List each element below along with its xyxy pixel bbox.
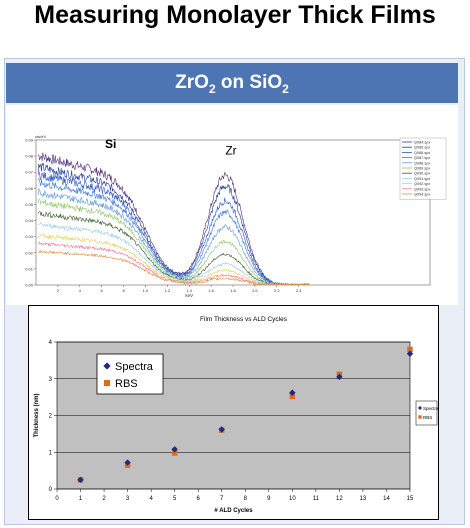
y-tick-label: 4 [49, 340, 53, 346]
x-tick-label: 1.6 [208, 288, 214, 293]
spectra-marker [418, 406, 422, 410]
spectrum-series-line [37, 199, 310, 286]
rbs-marker [289, 393, 296, 400]
y-tick-label: 1 [49, 450, 53, 456]
rbs-marker [407, 346, 413, 353]
x-tick-label: 1.4 [186, 288, 192, 293]
x-tick-label: 6 [197, 496, 201, 502]
x-tick-label: 2.0 [252, 288, 258, 293]
x-tick-label: 14 [383, 496, 390, 502]
x-tick-label: 1.8 [230, 288, 236, 293]
x-tick-label: 3 [126, 496, 130, 502]
y-tick-label: 3 [49, 377, 53, 383]
spectra-marker [406, 350, 414, 357]
x-tick-label: 4 [79, 288, 82, 293]
y-tick-label: 0.03 [25, 234, 34, 239]
chart-title: Film Thickness vs ALD Cycles [200, 316, 288, 323]
y-axis-label: Thickness (nm) [34, 393, 40, 437]
rbs-marker [418, 415, 422, 419]
x-tick-label: 8 [122, 288, 125, 293]
legend-label: Q084.spx [414, 141, 430, 145]
x-tick-label: 7 [220, 496, 224, 502]
y-axis-label: cts/eV [35, 134, 46, 139]
x-tick-label: 2.2 [274, 288, 280, 293]
spectra-marker [124, 459, 131, 466]
panel-title: ZrO2 on SiO2 [6, 63, 458, 103]
legend-label: Q089.spx [414, 167, 430, 171]
thickness-chart-area: Film Thickness vs ALD Cycles 0 1 2 3 4 0 1 2 3 4 5 6… [28, 305, 439, 520]
y-tick-label: 2 [49, 414, 53, 420]
peak-annotation: Si [105, 137, 116, 151]
y-tick-label: 0 [49, 487, 53, 493]
spectrum-series-line [37, 177, 310, 286]
x-tick-label: 2 [102, 496, 106, 502]
spectrum-series-line [37, 233, 310, 286]
panel-title-subscript: 2 [282, 81, 289, 96]
inset-legend [96, 353, 164, 395]
x-tick-label: 15 [407, 496, 414, 502]
panel-title-part: on SiO [215, 72, 283, 93]
x-tick-label: 2.4 [296, 288, 302, 293]
x-tick-label: 6 [101, 288, 104, 293]
x-axis-label: keV [185, 293, 193, 298]
rbs-marker [103, 379, 111, 387]
y-tick-label: 0.05 [25, 202, 34, 207]
spectrum-chart: cts/eV 0.00 0.01 0.02 0.03 0.04 0.05 0.06 0.07 0.… [25, 134, 447, 298]
panel-title-subscript: 2 [208, 81, 216, 96]
inset-legend-label: Spectra [115, 361, 154, 373]
rbs-marker [171, 450, 178, 456]
legend-label: Q085.spx [414, 146, 430, 150]
inset-legend-label: RBS [115, 378, 138, 390]
y-tick-label: 0.08 [25, 154, 34, 159]
outer-legend-label: RBS [423, 415, 432, 420]
legend-label: Q087.spx [414, 156, 430, 160]
x-tick-label: 9 [267, 496, 271, 502]
spectra-marker [289, 389, 296, 396]
x-tick-label: 1.2 [165, 288, 171, 293]
spectrum-chart-area: cts/eV 0.00 0.01 0.02 0.03 0.04 0.05 0.06 0.07 0.… [6, 105, 458, 305]
spectrum-series-line [37, 170, 310, 286]
y-tick-label: 0.07 [25, 170, 34, 175]
y-tick-label: 0.09 [25, 138, 34, 143]
x-tick-label: 4 [149, 496, 153, 502]
x-tick-label: 13 [360, 496, 367, 502]
legend-label: Q092.spx [414, 182, 430, 186]
peak-annotation: Zr [225, 144, 236, 158]
x-axis-label: # ALD Cycles [214, 508, 253, 514]
x-tick-label: 12 [336, 496, 343, 502]
spectra-marker [103, 362, 111, 370]
y-tick-label: 0.04 [25, 218, 34, 223]
plot-frame [35, 139, 431, 286]
y-tick-label: 0.02 [25, 250, 34, 255]
x-tick-label: 1 [79, 496, 83, 502]
x-tick-label: 8 [244, 496, 248, 502]
spectra-marker [171, 446, 178, 453]
outer-legend-label: Spectra [423, 406, 438, 411]
x-tick-label: 5 [173, 496, 177, 502]
x-tick-label: 10 [289, 496, 296, 502]
panel-title-part: ZrO [175, 72, 209, 93]
x-tick-label: 2 [57, 288, 60, 293]
x-tick-label: 0 [55, 496, 59, 502]
spectra-marker [336, 373, 343, 381]
spectra-marker [218, 426, 225, 433]
legend-label: Q093.spx [414, 187, 430, 191]
legend-label: Q094.spx [414, 193, 430, 197]
x-tick-label: 1.0 [143, 288, 149, 293]
outer-legend [415, 400, 438, 426]
legend-label: Q088.spx [414, 161, 430, 165]
y-tick-label: 0.06 [25, 186, 34, 191]
y-tick-label: 0.00 [25, 283, 34, 288]
spectra-marker [77, 476, 84, 484]
legend-label: Q091.spx [414, 177, 430, 181]
slide-title: Measuring Monolayer Thick Films [34, 1, 436, 29]
spectrum-series-line [38, 249, 310, 286]
y-tick-label: 0.01 [25, 266, 34, 271]
legend-label: Q086.spx [414, 151, 430, 155]
x-tick-label: 11 [313, 496, 320, 502]
legend-label: Q090.spx [414, 172, 430, 176]
